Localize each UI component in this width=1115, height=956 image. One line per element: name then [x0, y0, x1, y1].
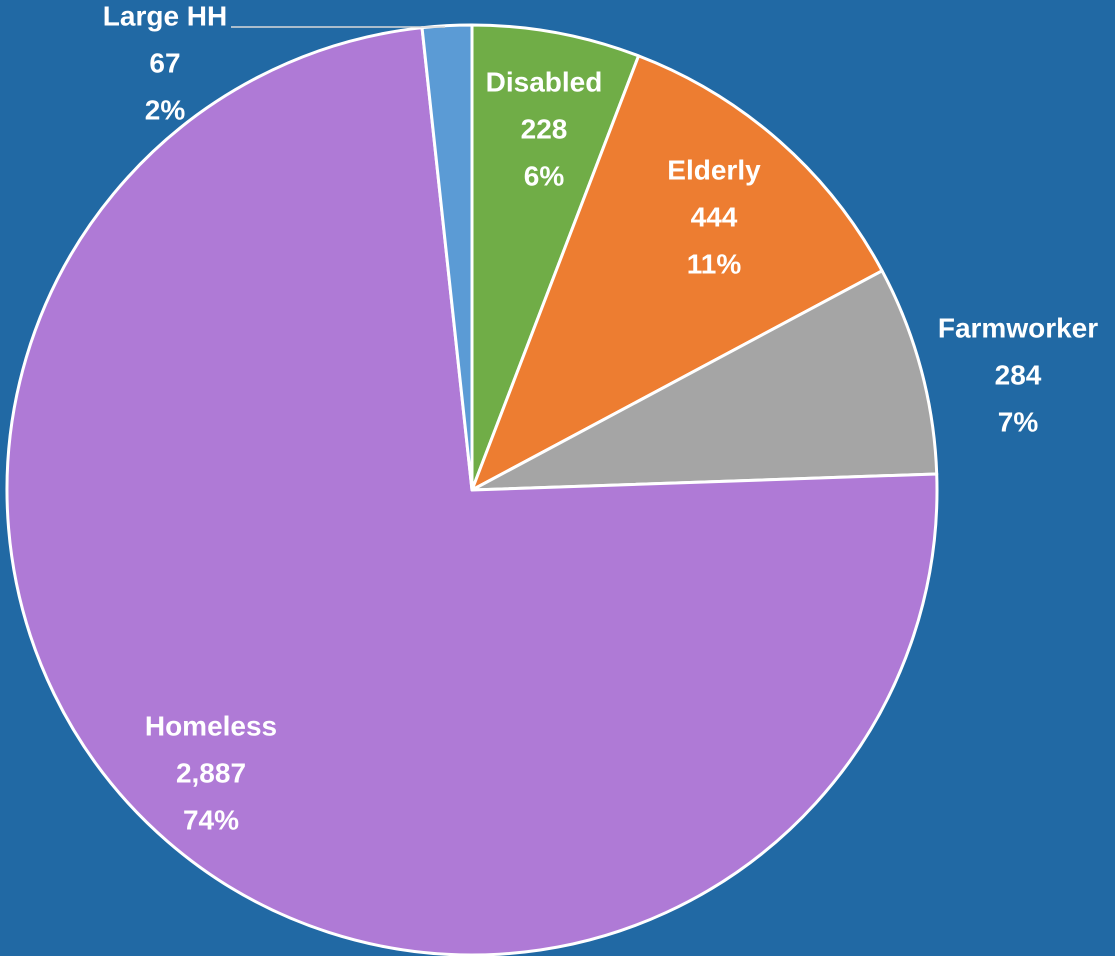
- data-label-percent: 11%: [687, 248, 742, 279]
- data-label-value: 228: [521, 113, 568, 144]
- data-label-disabled: Disabled 228 6%: [486, 66, 603, 191]
- data-label-percent: 2%: [145, 94, 186, 125]
- data-label-value: 2,887: [176, 757, 246, 788]
- slices-layer: [5, 23, 939, 956]
- data-label-value: 284: [995, 359, 1042, 390]
- data-label-percent: 7%: [998, 406, 1039, 437]
- data-label-percent: 6%: [524, 160, 565, 191]
- data-label-category: Disabled: [486, 66, 603, 97]
- data-label-homeless: Homeless 2,887 74%: [145, 710, 277, 835]
- data-label-elderly: Elderly 444 11%: [667, 154, 761, 279]
- data-label-percent: 74%: [183, 804, 239, 835]
- data-label-large-hh: Large HH 67 2%: [103, 0, 227, 125]
- data-label-category: Large HH: [103, 0, 227, 31]
- data-label-category: Farmworker: [938, 312, 1098, 343]
- data-label-farmworker: Farmworker 284 7%: [938, 312, 1098, 437]
- pie-slice-elderly: [470, 54, 884, 492]
- pie-slice-farmworker: [470, 269, 939, 492]
- data-label-category: Homeless: [145, 710, 277, 741]
- data-labels-layer: Disabled 228 6% Elderly 444 11% Farmworker 284 7…: [103, 0, 1098, 835]
- data-label-category: Elderly: [667, 154, 761, 185]
- data-label-value: 444: [691, 201, 738, 232]
- data-label-value: 67: [149, 47, 180, 78]
- pie-slice-disabled: [470, 23, 641, 492]
